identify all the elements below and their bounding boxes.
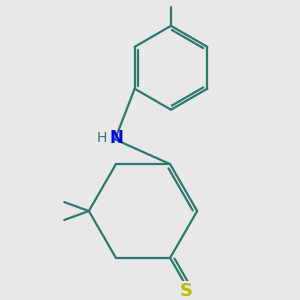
Text: N: N (110, 129, 124, 147)
Text: H: H (97, 130, 107, 145)
Text: S: S (179, 282, 192, 300)
